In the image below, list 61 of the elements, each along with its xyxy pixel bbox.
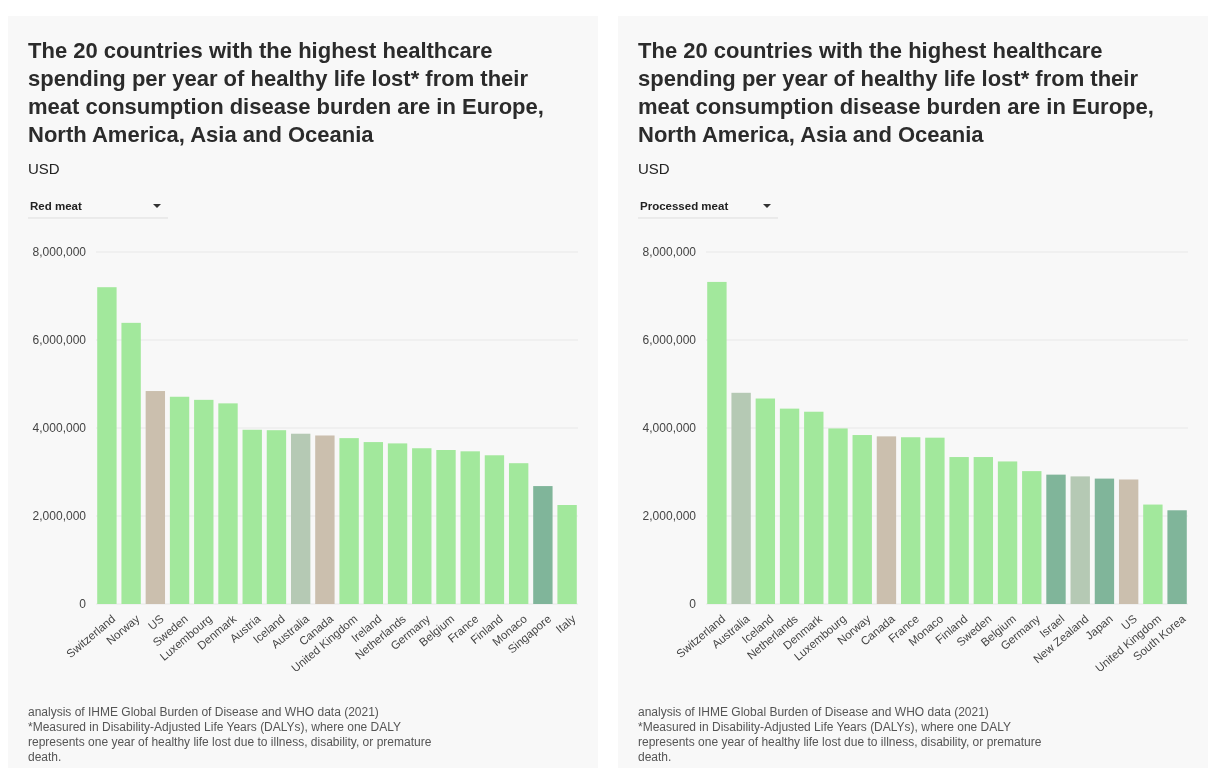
bar (707, 281, 727, 604)
bar (925, 437, 945, 604)
bar (97, 287, 117, 604)
bar (315, 435, 335, 604)
y-tick-label: 4,000,000 (32, 421, 87, 436)
bar (876, 436, 897, 604)
y-tick-label: 0 (689, 597, 697, 612)
bar (533, 486, 553, 604)
bar (779, 408, 800, 604)
bar (1022, 471, 1042, 604)
bar (242, 429, 262, 604)
bar (194, 399, 214, 604)
bar (1046, 474, 1066, 604)
bar (339, 438, 359, 604)
bar (557, 505, 577, 604)
bar (1118, 479, 1139, 604)
y-tick-label: 8,000,000 (32, 245, 87, 260)
bar (145, 391, 166, 604)
bar (266, 430, 287, 604)
bar (755, 398, 776, 604)
x-tick-label: Italy (553, 612, 578, 636)
bar (169, 396, 190, 604)
y-axis-title: USD (28, 160, 60, 177)
chart-title: The 20 countries with the highest healthcare spending per year of healthy life lost* from their meat consumption disease burden are in Europe, North America, Asia and Oceania (28, 38, 544, 147)
y-tick-label: 2,000,000 (32, 509, 87, 524)
bar (412, 448, 432, 604)
y-tick-label: 0 (79, 597, 87, 612)
y-tick-label: 6,000,000 (32, 333, 87, 348)
text: *Measured in Disability-Adjusted Life Years (DALYs), where one DALY represents one year of healthy life lost due to illness, disability, or premature death. (28, 720, 432, 764)
text: analysis of IHME Global Burden of Disease and WHO data (2021) (28, 705, 379, 719)
y-tick-label: 4,000,000 (642, 421, 697, 436)
bar (828, 428, 848, 604)
chart-title: The 20 countries with the highest healthcare spending per year of healthy life lost* from their meat consumption disease burden are in Europe, North America, Asia and Oceania (638, 38, 1154, 147)
chart-subtitle: Red meat (30, 200, 82, 212)
bar (1094, 478, 1115, 604)
bar (436, 450, 456, 604)
bar (1070, 476, 1090, 604)
bar (363, 442, 384, 604)
text: analysis of IHME Global Burden of Disease and WHO data (2021) (638, 705, 989, 719)
bar (997, 461, 1018, 604)
bar (387, 443, 408, 604)
y-tick-label: 8,000,000 (642, 245, 697, 260)
bar (900, 437, 921, 604)
bar (508, 463, 529, 604)
bar (484, 455, 505, 604)
bar (218, 403, 238, 604)
bar (121, 322, 141, 604)
y-axis-title: USD (638, 160, 670, 177)
bar (804, 411, 824, 604)
chart-subtitle: Processed meat (640, 200, 729, 212)
bar (852, 435, 872, 604)
y-tick-label: 6,000,000 (642, 333, 697, 348)
bar (731, 392, 751, 604)
bar (1167, 510, 1187, 604)
y-tick-label: 2,000,000 (642, 509, 697, 524)
bar (1143, 504, 1163, 604)
bar (290, 433, 311, 604)
bar (460, 451, 480, 604)
bar (949, 457, 969, 604)
bar (973, 457, 994, 604)
text: *Measured in Disability-Adjusted Life Years (DALYs), where one DALY represents one year of healthy life lost due to illness, disability, or premature death. (638, 720, 1042, 764)
